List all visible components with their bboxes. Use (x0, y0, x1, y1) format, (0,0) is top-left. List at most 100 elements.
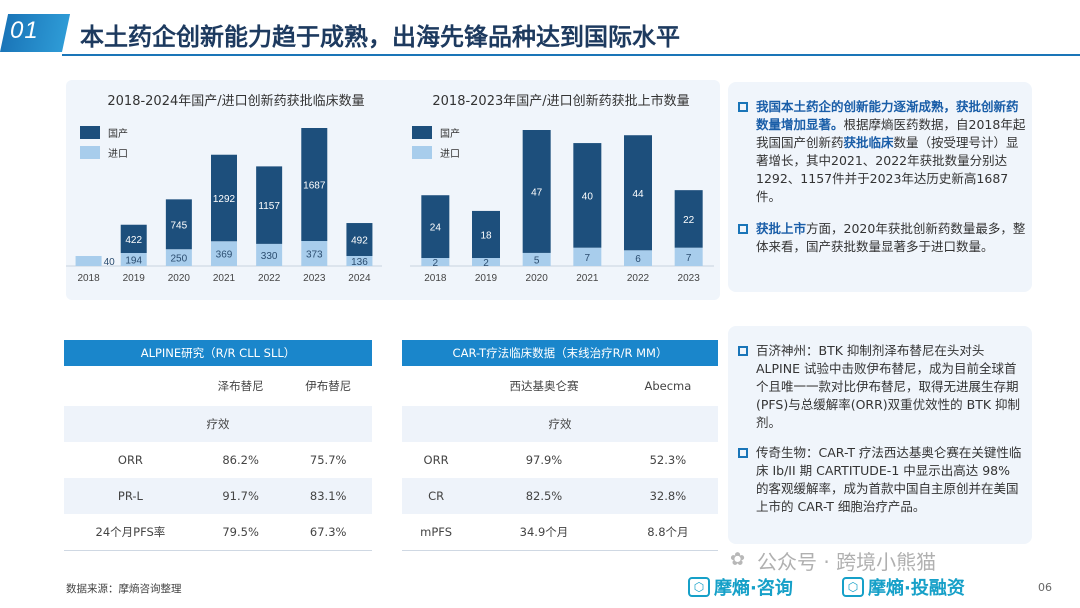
row-label: ORR (117, 453, 143, 467)
legend-swatch (80, 125, 100, 139)
bar-import-2021 (573, 247, 602, 266)
bar-import-2020 (165, 249, 192, 266)
bar-import-2018 (75, 256, 102, 266)
data-label-domestic: 22 (683, 215, 695, 226)
legend-label: 国产 (108, 128, 128, 140)
bar-import-2021 (211, 241, 237, 266)
table-col-header: Abecma (644, 379, 692, 393)
bar-import-2022 (624, 250, 652, 266)
legend-swatch (412, 125, 432, 139)
legend-item-import: 进口 (412, 142, 460, 162)
cell: 86.2% (222, 453, 259, 467)
row-label: 24个月PFS率 (64, 514, 197, 551)
chart2-title: 2018-2023年国产/进口创新药获批上市数量 (432, 94, 690, 109)
cell: 52.3% (649, 453, 687, 467)
x-tick-label: 2019 (123, 273, 146, 284)
x-tick-label: 2019 (475, 273, 498, 284)
legend-label: 进口 (108, 148, 128, 160)
data-label-domestic: 1687 (303, 181, 326, 192)
legend-swatch (412, 145, 432, 159)
body-text: 百济神州：BTK 抑制剂泽布替尼在头对头 ALPINE 试验中击败伊布替尼，成为… (756, 343, 1021, 430)
data-label-import: 369 (216, 250, 233, 261)
insight-panel-bottom: 百济神州：BTK 抑制剂泽布替尼在头对头 ALPINE 试验中击败伊布替尼，成为… (728, 326, 1032, 544)
data-source-note: 数据来源：摩熵咨询整理 (66, 583, 182, 595)
page-number: 06 (1038, 581, 1052, 594)
data-label-import: 373 (306, 250, 323, 261)
cell: 75.7% (309, 453, 347, 467)
table-col-header: 西达基奥仑赛 (509, 379, 579, 393)
bar-import-2018 (421, 258, 450, 266)
data-label-domestic: 24 (430, 223, 442, 234)
cell: 32.8% (617, 478, 718, 514)
bar-domestic-2019 (472, 210, 500, 258)
data-label-domestic: 492 (351, 236, 368, 247)
x-tick-label: 2022 (258, 273, 281, 284)
bar-domestic-2020 (165, 199, 192, 250)
slide-header: 01 本土药企创新能力趋于成熟，出海先锋品种达到国际水平 (0, 0, 1080, 62)
bar-domestic-2021 (573, 143, 602, 248)
bar-domestic-2020 (522, 130, 551, 253)
data-label-import: 2 (433, 258, 439, 269)
brand-logo-consulting: ⬡ 摩熵·咨询 (688, 575, 793, 599)
data-label-domestic: 40 (582, 191, 594, 202)
cart-table: CAR-T疗法临床数据（末线治疗R/R MM） 西达基奥仑赛 Abecma 疗效 … (402, 340, 718, 551)
row-label: PR-L (64, 478, 197, 514)
x-tick-label: 2024 (348, 273, 371, 284)
data-label-import: 7 (686, 253, 692, 264)
highlight-text: 获批临床 (843, 135, 894, 150)
header-divider (62, 54, 1080, 56)
bar-import-2020 (522, 252, 551, 266)
insight-panel-top: 我国本土药企的创新能力逐渐成熟，获批创新药数量增加显著。根据摩熵医药数据，自20… (728, 82, 1032, 292)
watermark-text: 公众号 · 跨境小熊猫 (757, 550, 937, 574)
cell: 97.9% (525, 453, 563, 467)
table-title: ALPINE研究（R/R CLL SLL） (64, 340, 372, 366)
cell: 83.1% (284, 478, 372, 514)
data-label-domestic: 44 (632, 189, 644, 200)
bullet-icon (738, 346, 748, 356)
alpine-table: ALPINE研究（R/R CLL SLL） 泽布替尼 伊布替尼 疗效 ORR 86.… (64, 340, 372, 551)
data-label-import: 5 (534, 255, 540, 266)
insight-paragraph-4: 传奇生物：CAR-T 疗法西达基奥仑赛在关键性临床 Ib/II 期 CARTIT… (738, 444, 1026, 516)
legend-item-import: 进口 (80, 142, 128, 162)
x-tick-label: 2021 (576, 273, 599, 284)
data-label-import: 330 (261, 251, 278, 262)
x-tick-label: 2020 (526, 273, 549, 284)
insight-paragraph-1: 我国本土药企的创新能力逐渐成熟，获批创新药数量增加显著。根据摩熵医药数据，自20… (738, 98, 1026, 206)
chart1-plot: 40 2018 422 194 2019 745 250 2020 1292 369 2021 115… (66, 128, 382, 284)
table-header-empty (64, 366, 197, 406)
table-section: 疗效 (64, 406, 372, 442)
slide-title: 本土药企创新能力趋于成熟，出海先锋品种达到国际水平 (80, 23, 680, 51)
x-tick-label: 2023 (678, 273, 701, 284)
bar-domestic-2021 (211, 154, 237, 242)
chart1-legend: 国产 进口 (80, 122, 128, 162)
bullet-icon (738, 224, 748, 234)
x-tick-label: 2023 (303, 273, 326, 284)
cell: 67.3% (284, 514, 372, 551)
bar-domestic-2024 (346, 223, 373, 256)
cell: 8.8个月 (617, 514, 718, 551)
insight-paragraph-3: 百济神州：BTK 抑制剂泽布替尼在头对头 ALPINE 试验中击败伊布替尼，成为… (738, 342, 1026, 432)
row-label: ORR (423, 453, 449, 467)
bar-import-2023 (301, 241, 328, 266)
x-tick-label: 2018 (424, 273, 447, 284)
row-label: CR (402, 478, 471, 514)
cell: 79.5% (196, 514, 285, 551)
data-label-domestic: 422 (125, 235, 142, 246)
bar-domestic-2023 (301, 128, 328, 242)
brand-logo-investment: ⬡ 摩熵·投融资 (842, 575, 965, 599)
bar-import-2023 (674, 247, 703, 266)
wechat-icon: ✿ (730, 549, 746, 570)
bar-domestic-2023 (674, 190, 703, 248)
legend-label: 国产 (440, 128, 460, 140)
bullet-icon (738, 102, 748, 112)
charts-panel: 2018-2024年国产/进口创新药获批临床数量 2018-2023年国产/进口… (66, 80, 720, 300)
hexagon-logo-icon: ⬡ (688, 577, 710, 597)
bar-domestic-2022 (624, 135, 652, 251)
bar-import-2024 (346, 256, 373, 266)
body-text: 根据摩熵医药数据，自2018年起我国国产创新药 (756, 117, 1026, 150)
data-label-domestic: 1157 (258, 201, 280, 212)
insight-paragraph-2: 获批上市方面，2020年获批创新药数量最多，整体来看，国产获批数量显著多于进口数… (738, 220, 1026, 256)
bar-import-2022 (256, 243, 283, 266)
data-label-import: 40 (104, 257, 116, 268)
highlight-text: 获批上市 (756, 221, 807, 236)
